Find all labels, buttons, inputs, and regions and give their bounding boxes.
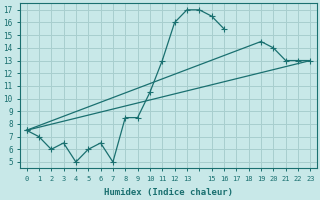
X-axis label: Humidex (Indice chaleur): Humidex (Indice chaleur) xyxy=(104,188,233,197)
